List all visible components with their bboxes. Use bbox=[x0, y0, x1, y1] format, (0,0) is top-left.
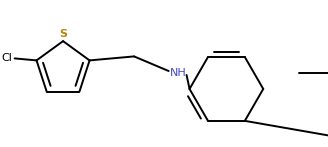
Text: Cl: Cl bbox=[2, 53, 12, 63]
Text: NH: NH bbox=[170, 68, 187, 78]
Text: S: S bbox=[59, 29, 67, 39]
